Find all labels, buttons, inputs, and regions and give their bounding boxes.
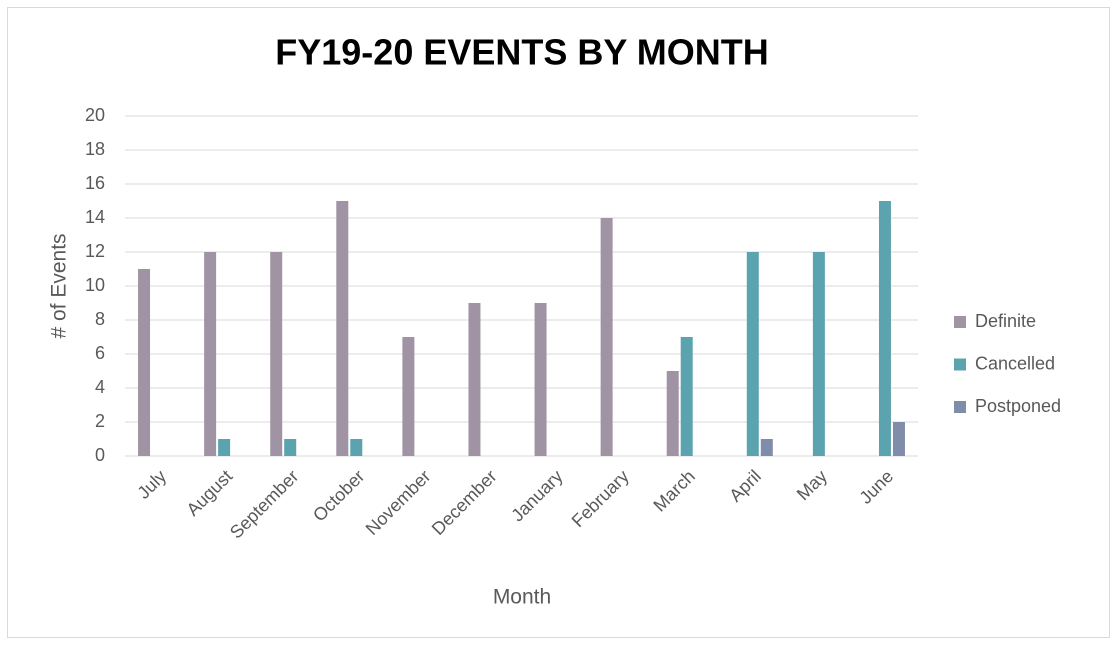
bar bbox=[350, 439, 363, 456]
legend-label: Postponed bbox=[975, 396, 1061, 416]
y-tick-label: 0 bbox=[95, 445, 105, 465]
bar bbox=[218, 439, 231, 456]
y-tick-label: 8 bbox=[95, 309, 105, 329]
legend-label: Cancelled bbox=[975, 353, 1055, 373]
legend-label: Definite bbox=[975, 311, 1036, 331]
legend-swatch bbox=[954, 401, 966, 413]
bar bbox=[270, 252, 283, 456]
legend-swatch bbox=[954, 358, 966, 371]
y-tick-label: 14 bbox=[85, 207, 105, 227]
y-tick-label: 20 bbox=[85, 105, 105, 125]
bar bbox=[468, 303, 481, 456]
bar bbox=[284, 439, 297, 456]
chart-title: FY19-20 EVENTS BY MONTH bbox=[275, 32, 768, 73]
y-tick-label: 10 bbox=[85, 275, 105, 295]
bar bbox=[402, 337, 415, 456]
bar bbox=[336, 201, 349, 456]
bar bbox=[892, 422, 905, 456]
bar bbox=[666, 371, 679, 456]
x-axis-title: Month bbox=[493, 586, 551, 609]
y-tick-label: 12 bbox=[85, 241, 105, 261]
y-tick-label: 16 bbox=[85, 173, 105, 193]
bar bbox=[760, 439, 773, 456]
bar bbox=[204, 252, 217, 456]
y-axis-title: # of Events bbox=[48, 233, 71, 338]
y-tick-label: 2 bbox=[95, 411, 105, 431]
bar bbox=[600, 218, 613, 456]
y-tick-label: 18 bbox=[85, 139, 105, 159]
bar bbox=[680, 337, 693, 456]
bar bbox=[534, 303, 547, 456]
legend-swatch bbox=[954, 316, 966, 328]
y-tick-label: 6 bbox=[95, 343, 105, 363]
bar bbox=[878, 201, 891, 456]
chart-frame bbox=[7, 7, 1110, 638]
y-tick-label: 4 bbox=[95, 377, 105, 397]
bar bbox=[138, 269, 151, 456]
bar bbox=[812, 252, 825, 456]
bar bbox=[746, 252, 759, 456]
